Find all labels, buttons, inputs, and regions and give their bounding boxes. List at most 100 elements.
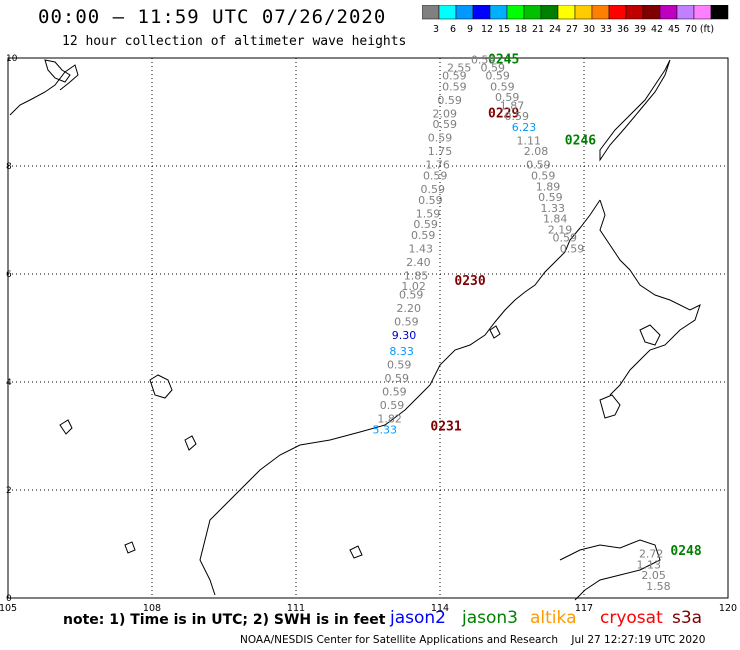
colorbar-label: 18 — [515, 24, 527, 35]
wave-height-value: 0.59 — [428, 132, 453, 145]
wave-height-value: 0.59 — [437, 94, 462, 107]
map-title: 00:00 — 11:59 UTC 07/26/2020 — [38, 6, 387, 28]
wave-height-value: 1.59 — [416, 207, 441, 220]
wave-height-value: 0.59 — [538, 191, 563, 204]
wave-height-value: 5.33 — [373, 423, 398, 436]
track-time-label: 0229 — [488, 106, 519, 121]
colorbar-label: 45 — [668, 24, 680, 35]
colorbar-label: 15 — [498, 24, 510, 35]
wave-height-value: 2.09 — [433, 107, 458, 120]
lon-tick-label: 114 — [431, 603, 449, 614]
wave-height-value: 1.75 — [428, 145, 453, 158]
lon-tick-label: 117 — [575, 603, 593, 614]
lon-tick-label: 105 — [0, 603, 17, 614]
colorbar-label: 42 — [651, 24, 663, 35]
wave-height-value: 0.59 — [387, 359, 412, 372]
legend-cryosat: cryosat — [600, 608, 663, 628]
color-legend: 3 6 9 12 15 18 21 24 27 30 33 36 39 42 45 70 (ft) — [422, 5, 729, 35]
wave-height-value: 0.59 — [442, 80, 467, 93]
wave-height-value: 0.59 — [423, 170, 448, 183]
wave-height-value: 0.59 — [526, 159, 551, 172]
wave-height-value: 0.59 — [385, 372, 410, 385]
wave-height-value: 0.59 — [421, 183, 446, 196]
wave-height-value: 2.19 — [548, 224, 573, 237]
wave-height-value: 2.05 — [641, 569, 666, 582]
wave-height-value: 0.59 — [490, 80, 515, 93]
colorbar-label: 39 — [634, 24, 646, 35]
wave-height-value: 2.40 — [406, 256, 431, 269]
wave-height-value: 0.59 — [382, 386, 407, 399]
colorbar-label: 36 — [617, 24, 629, 35]
satellite-track-labels: 0245 0229 0246 0230 0231 0248 — [430, 52, 701, 558]
wave-height-value: 0.59 — [505, 110, 530, 123]
legend-jason2: jason2 — [390, 608, 446, 628]
wave-height-value: 1.89 — [536, 180, 561, 193]
wave-height-value: 1.76 — [425, 159, 450, 172]
wave-height-value: 2.20 — [397, 302, 422, 315]
wave-height-value: 1.87 — [500, 99, 525, 112]
wave-height-value: 1.85 — [404, 269, 429, 282]
lon-tick-label: 111 — [287, 603, 305, 614]
wave-height-value: 2.08 — [524, 145, 549, 158]
colorbar-label: 21 — [532, 24, 544, 35]
wave-height-value: 0.59 — [485, 70, 510, 83]
track-time-label: 0230 — [454, 274, 485, 289]
track-time-label: 0246 — [565, 133, 596, 148]
map-subtitle: 12 hour collection of altimeter wave hei… — [62, 34, 407, 49]
lat-tick-label: 6 — [6, 270, 12, 280]
wave-height-value: 0.59 — [411, 229, 436, 242]
wave-height-value: 0.59 — [531, 170, 556, 183]
colorbar-swatch — [710, 5, 729, 20]
lon-tick-label: 108 — [143, 603, 161, 614]
wave-height-value: 1.43 — [409, 242, 434, 255]
colorbar-label: 9 — [467, 24, 473, 35]
wave-height-value: 2.55 — [447, 62, 472, 75]
wave-height-value: 8.33 — [389, 345, 414, 358]
note-text: note: 1) Time is in UTC; 2) SWH is in fe… — [63, 612, 386, 628]
colorbar-label: 12 — [481, 24, 493, 35]
track-time-label: 0245 — [488, 52, 519, 67]
wave-height-value: 1.02 — [401, 280, 426, 293]
wave-height-value: 0.59 — [495, 91, 520, 104]
colorbar-label: (ft) — [700, 24, 714, 35]
lat-tick-label: 2 — [6, 486, 12, 496]
colorbar-label: 30 — [583, 24, 595, 35]
wave-height-value: 0.59 — [413, 218, 438, 231]
wave-height-value: 2.72 — [639, 548, 664, 561]
wave-height-value: 1.13 — [637, 558, 662, 571]
wave-height-value: 0.59 — [560, 242, 585, 255]
colorbar-label: 33 — [600, 24, 612, 35]
legend-s3a: s3a — [672, 608, 703, 628]
wave-height-value: 0.59 — [481, 62, 506, 75]
wave-height-value: 0.59 — [471, 53, 496, 66]
wave-height-value: 0.59 — [418, 194, 443, 207]
wave-height-value: 1.33 — [541, 202, 566, 215]
wave-height-value: 6.23 — [512, 121, 537, 134]
wave-height-value: 0.59 — [394, 315, 419, 328]
wave-height-value: 9.30 — [392, 329, 417, 342]
colorbar-label: 27 — [566, 24, 578, 35]
colorbar-label: 70 — [685, 24, 697, 35]
wave-height-value: 0.59 — [433, 118, 458, 131]
wave-height-values: 0.592.55 0.590.59 0.590.590.590.590.59 1.87… — [373, 53, 671, 593]
wave-height-value: 0.59 — [399, 288, 424, 301]
map-frame — [7, 57, 729, 599]
legend-altika: altika — [530, 608, 577, 628]
wave-height-value: 1.82 — [377, 413, 402, 426]
legend-jason3: jason3 — [462, 608, 518, 628]
credit-text: NOAA/NESDIS Center for Satellite Applica… — [240, 634, 706, 646]
lon-tick-label: 120 — [719, 603, 737, 614]
colorbar-label: 24 — [549, 24, 561, 35]
colorbar-label: 6 — [450, 24, 456, 35]
wave-height-value: 1.11 — [517, 134, 542, 147]
wave-height-value: 0.59 — [380, 399, 405, 412]
coastline — [9, 59, 701, 601]
lat-tick-label: 4 — [6, 378, 12, 388]
colorbar-label: 3 — [433, 24, 439, 35]
track-time-label: 0248 — [670, 544, 701, 559]
map-border — [7, 57, 729, 599]
wave-height-value: 1.84 — [543, 213, 568, 226]
wave-height-value: 0.59 — [442, 70, 467, 83]
wave-height-value: 0.59 — [553, 232, 578, 245]
